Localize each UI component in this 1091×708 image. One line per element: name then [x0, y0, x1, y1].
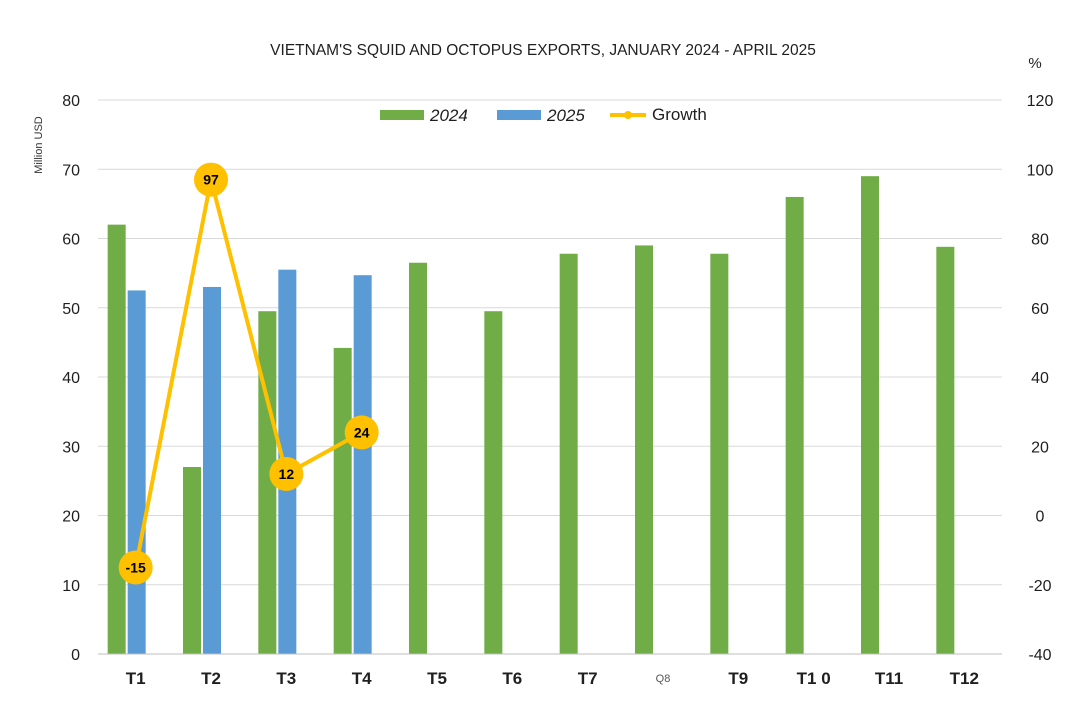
y2-tick-label: -40: [1028, 647, 1051, 664]
x-tick-label: T4: [352, 669, 372, 688]
y2-tick-label: 0: [1036, 509, 1045, 526]
bar-2024: [258, 311, 277, 654]
y-tick-label: 10: [62, 578, 80, 595]
y-tick-label: 30: [62, 439, 80, 456]
legend-swatch-2024: [380, 110, 424, 120]
bar-2024: [710, 253, 729, 655]
x-tick-label: T5: [427, 669, 447, 688]
x-tick-label: Q8: [656, 673, 671, 685]
y-tick-label: 80: [62, 93, 80, 110]
x-tick-label: T3: [276, 669, 296, 688]
y2-axis-label: %: [1028, 55, 1041, 72]
bar-2024: [861, 176, 879, 655]
x-tick-label: T1: [126, 669, 146, 688]
bar-2024: [409, 262, 427, 654]
growth-marker: [269, 456, 304, 491]
y2-tick-label: 60: [1031, 301, 1049, 318]
legend-label: 2024: [429, 106, 468, 125]
growth-data-label: 12: [279, 466, 295, 482]
y2-tick-label: 80: [1031, 232, 1049, 249]
growth-data-label: 24: [354, 424, 370, 440]
growth-line: [133, 177, 363, 568]
growth-marker: [344, 415, 379, 450]
x-tick-label: T9: [728, 669, 748, 688]
y-tick-label: 50: [62, 301, 80, 318]
bar-2024: [484, 311, 503, 654]
bar-2024: [183, 467, 201, 654]
legend-marker-growth: [624, 111, 632, 119]
legend-label: 2025: [546, 106, 585, 125]
bar-2024: [635, 245, 653, 655]
legend-label: Growth: [652, 105, 707, 124]
y2-tick-label: 20: [1031, 439, 1049, 456]
bar-2025: [127, 290, 146, 654]
growth-data-label: -15: [126, 559, 146, 575]
bar-2025: [353, 275, 372, 654]
y-tick-label: 70: [62, 162, 80, 179]
x-tick-label: T1 0: [797, 669, 831, 688]
chart-title: VIETNAM'S SQUID AND OCTOPUS EXPORTS, JAN…: [270, 42, 816, 59]
y2-tick-label: 100: [1027, 162, 1054, 179]
y-axis-label: Million USD: [33, 116, 45, 174]
x-tick-label: T11: [875, 669, 903, 688]
y-tick-label: 0: [71, 647, 80, 664]
y-tick-label: 40: [62, 370, 80, 387]
bar-2024: [785, 196, 804, 654]
y2-tick-label: 40: [1031, 370, 1049, 387]
growth-marker: [194, 162, 228, 197]
legend-swatch-2025: [497, 110, 541, 120]
y-tick-label: 60: [62, 232, 80, 249]
y-tick-label: 20: [62, 509, 80, 526]
growth-marker: [118, 550, 153, 585]
y2-tick-label: 120: [1027, 93, 1054, 110]
x-tick-label: T6: [502, 669, 522, 688]
bar-2024: [107, 224, 126, 654]
y2-tick-label: -20: [1028, 578, 1051, 595]
growth-data-label: 97: [203, 172, 219, 188]
x-tick-label: T2: [201, 669, 221, 688]
bar-2024: [333, 347, 352, 654]
bar-2024: [936, 246, 955, 654]
bar-2025: [203, 286, 221, 654]
x-tick-label: T12: [950, 669, 979, 688]
x-tick-label: T7: [578, 669, 598, 688]
bar-2024: [559, 253, 578, 655]
